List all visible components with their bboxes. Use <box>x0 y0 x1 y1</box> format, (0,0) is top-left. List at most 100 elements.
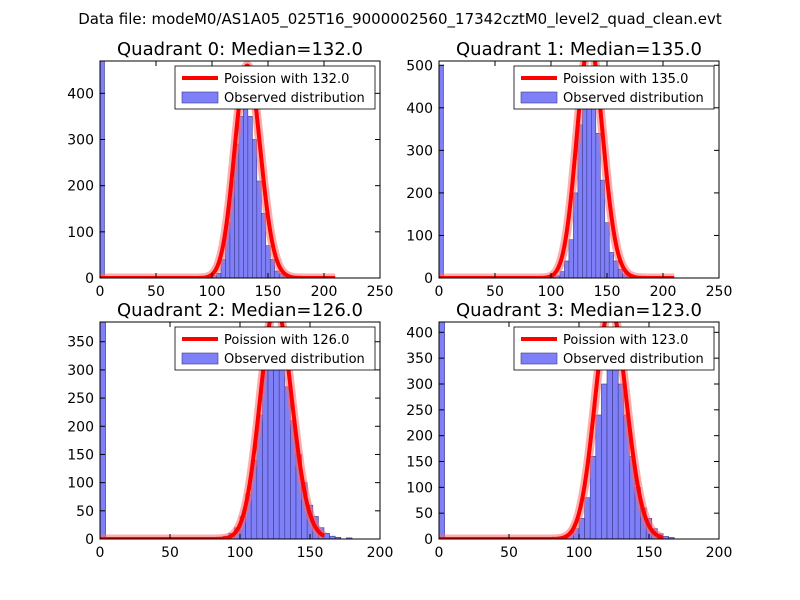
quadrant-panels: 0 50 100 150 200 250 0 100 200 300 400 Quadrant 0: … <box>67 39 732 561</box>
x-tick-label: 0 <box>96 545 105 561</box>
x-tick-label: 200 <box>650 284 677 300</box>
y-tick-label: 200 <box>67 179 94 195</box>
legend-label-poisson: Poission with 135.0 <box>563 72 688 87</box>
histogram-bar <box>252 139 258 278</box>
x-tick-label: 100 <box>227 545 254 561</box>
axes-frame <box>438 60 720 279</box>
legend: Poission with 135.0 Observed distribution <box>513 65 715 110</box>
legend: Poission with 123.0 Observed distribution <box>513 326 715 371</box>
histogram-bar <box>346 537 353 539</box>
y-tick-label: 0 <box>85 271 94 287</box>
x-tick-label: 50 <box>486 284 504 300</box>
quadrant-1-title: Quadrant 1: Median=135.0 <box>456 39 702 60</box>
y-tick-label: 150 <box>406 455 433 471</box>
histogram-bar <box>601 383 608 539</box>
y-tick-label: 300 <box>67 132 94 148</box>
y-tick-label: 300 <box>406 377 433 393</box>
y-tick-label: 400 <box>67 86 94 102</box>
y-tick-label: 50 <box>415 506 433 522</box>
x-tick-label: 200 <box>706 545 733 561</box>
legend-label-observed: Observed distribution <box>224 352 365 367</box>
y-tick-label: 100 <box>67 476 94 492</box>
histogram-bar <box>582 103 588 278</box>
y-tick-label: 200 <box>406 429 433 445</box>
y-tick-label: 300 <box>406 143 433 159</box>
quadrant-1-panel: 0 50 100 150 200 250 0 100 200 300 400 500 Quadrant … <box>406 39 732 300</box>
legend-label-poisson: Poission with 126.0 <box>224 333 349 348</box>
legend-label-observed: Observed distribution <box>224 91 365 106</box>
histogram-bar <box>100 322 106 539</box>
axes-frame <box>99 60 381 279</box>
y-tick-label: 300 <box>67 363 94 379</box>
x-tick-label: 150 <box>297 545 324 561</box>
x-tick-label: 150 <box>636 545 663 561</box>
y-tick-label: 250 <box>67 391 94 407</box>
histogram-bar <box>606 342 613 539</box>
x-tick-label: 50 <box>147 284 165 300</box>
x-tick-label: 250 <box>706 284 733 300</box>
histogram-bar <box>564 260 570 278</box>
x-tick-label: 100 <box>538 284 565 300</box>
y-tick-label: 0 <box>424 532 433 548</box>
histogram-bar <box>591 90 597 278</box>
legend: Poission with 132.0 Observed distribution <box>174 65 376 110</box>
legend-box <box>174 326 376 371</box>
histogram-bar <box>267 347 274 539</box>
histogram-bar <box>243 93 249 278</box>
histogram-bar <box>256 180 262 278</box>
histogram-bar <box>595 133 601 278</box>
y-tick-label: 0 <box>85 532 94 548</box>
histogram-bar <box>608 252 615 278</box>
x-tick-label: 100 <box>566 545 593 561</box>
y-tick-label: 200 <box>406 186 433 202</box>
x-tick-label: 0 <box>435 284 444 300</box>
y-tick-label: 400 <box>406 101 433 117</box>
histogram-bar <box>668 537 675 539</box>
legend-label-observed: Observed distribution <box>563 352 704 367</box>
y-tick-label: 100 <box>406 480 433 496</box>
y-tick-label: 100 <box>406 228 433 244</box>
y-tick-label: 350 <box>406 351 433 367</box>
x-tick-label: 100 <box>199 284 226 300</box>
histogram-bar <box>100 61 105 278</box>
histogram-bar <box>247 116 253 278</box>
x-tick-label: 250 <box>367 284 394 300</box>
quadrant-2-title: Quadrant 2: Median=126.0 <box>117 300 363 321</box>
quadrant-0-title: Quadrant 0: Median=132.0 <box>117 39 363 60</box>
y-tick-label: 350 <box>67 335 94 351</box>
x-tick-label: 50 <box>500 545 518 561</box>
x-tick-label: 200 <box>367 545 394 561</box>
histogram-bar <box>439 322 445 539</box>
legend-bar-swatch <box>520 352 558 365</box>
figure-suptitle: Data file: modeM0/AS1A05_025T16_90000025… <box>78 10 722 29</box>
histogram-bar <box>599 179 606 278</box>
y-tick-label: 100 <box>67 225 94 241</box>
x-tick-label: 0 <box>435 545 444 561</box>
y-tick-label: 400 <box>406 325 433 341</box>
poisson-fit-line <box>439 61 676 278</box>
y-tick-label: 200 <box>67 419 94 435</box>
y-tick-label: 250 <box>406 403 433 419</box>
x-tick-label: 150 <box>594 284 621 300</box>
legend-label-observed: Observed distribution <box>563 91 704 106</box>
legend-bar-swatch <box>181 91 219 104</box>
histogram-bar <box>568 239 574 278</box>
x-tick-label: 0 <box>96 284 105 300</box>
y-tick-label: 50 <box>76 504 94 520</box>
histogram-bar <box>595 414 602 539</box>
x-tick-label: 50 <box>161 545 179 561</box>
legend: Poission with 126.0 Observed distribution <box>174 326 376 371</box>
histogram-bar <box>278 352 286 539</box>
legend-label-poisson: Poission with 132.0 <box>224 72 349 87</box>
histogram-bar <box>439 64 444 278</box>
quadrant-0-panel: 0 50 100 150 200 250 0 100 200 300 400 Quadrant 0: … <box>67 39 393 300</box>
quadrant-2-panel: 0 50 100 150 200 0 50 100 150 200 250 300 350 Quadran… <box>67 300 393 561</box>
legend-bar-swatch <box>181 352 219 365</box>
histogram-bar <box>604 222 610 278</box>
y-tick-label: 0 <box>424 271 433 287</box>
x-tick-label: 150 <box>255 284 282 300</box>
legend-label-poisson: Poission with 123.0 <box>563 333 688 348</box>
y-tick-label: 500 <box>406 58 433 74</box>
quadrant-3-title: Quadrant 3: Median=123.0 <box>456 300 702 321</box>
